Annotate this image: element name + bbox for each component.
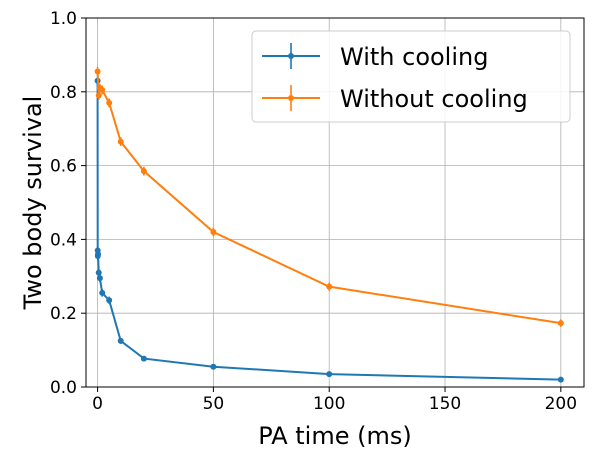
y-tick-label: 0.8 (50, 83, 77, 103)
data-point (140, 355, 147, 362)
x-axis-label: PA time (ms) (258, 422, 411, 450)
data-point (94, 68, 101, 75)
y-tick-label: 0.2 (50, 304, 77, 324)
data-point (106, 99, 113, 106)
series-without-cooling (94, 67, 564, 327)
x-tick-label: 0 (92, 394, 103, 414)
legend-label: Without cooling (340, 85, 528, 113)
plot-frame (85, 17, 585, 388)
ticks: 0 50 100 150 200 0.0 0.2 0.4 0.6 0.8 1.0 (50, 9, 577, 414)
data-point (99, 289, 106, 296)
legend: With cooling Without cooling (251, 30, 571, 123)
data-point (140, 168, 147, 175)
series-layer (94, 67, 564, 383)
data-point (117, 337, 124, 344)
y-tick-label: 0.6 (50, 157, 77, 177)
data-point (99, 86, 106, 93)
y-tick-label: 0.0 (50, 378, 77, 398)
data-point (210, 229, 217, 236)
y-axis-label: Two body survival (19, 96, 47, 311)
data-point (326, 371, 333, 378)
data-point (557, 376, 564, 383)
x-tick-label: 100 (313, 394, 345, 414)
data-point (95, 251, 102, 258)
data-point (117, 138, 124, 145)
data-point (96, 275, 103, 282)
y-tick-label: 0.4 (50, 230, 77, 250)
data-point (557, 320, 564, 327)
data-point (106, 297, 113, 304)
x-tick-label: 200 (545, 394, 577, 414)
legend-marker (288, 53, 294, 59)
data-point (95, 92, 102, 99)
data-point (326, 283, 333, 290)
data-point (210, 363, 217, 370)
legend-label: With cooling (340, 43, 488, 71)
legend-box (251, 30, 571, 123)
x-tick-label: 50 (203, 394, 225, 414)
data-point (95, 269, 102, 276)
y-tick-label: 1.0 (50, 9, 77, 29)
legend-marker (288, 95, 294, 101)
x-tick-label: 150 (429, 394, 461, 414)
